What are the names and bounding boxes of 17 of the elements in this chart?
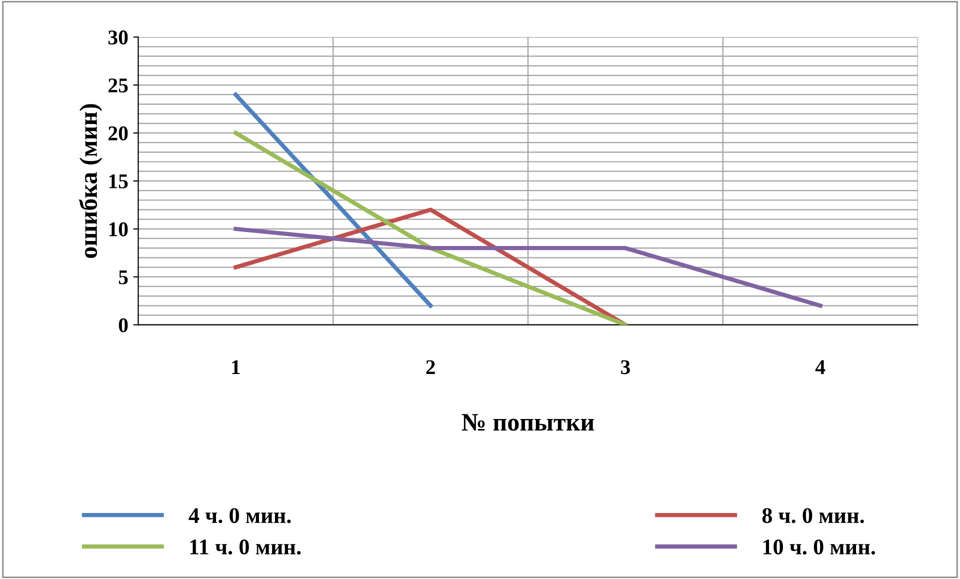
y-axis-title: ошибка (мин) bbox=[78, 104, 102, 258]
x-tick-label: 2 bbox=[426, 360, 435, 374]
x-tick-label: 4 bbox=[815, 360, 826, 374]
y-tick-label: 20 bbox=[108, 126, 128, 140]
legend-label: 8 ч. 0 мин. bbox=[762, 508, 864, 524]
x-axis-title: № попытки bbox=[462, 414, 594, 431]
y-tick-label: 15 bbox=[109, 174, 128, 188]
y-tick-label: 30 bbox=[108, 30, 128, 44]
legend-label: 4 ч. 0 мин. bbox=[188, 508, 291, 524]
x-tick-label: 3 bbox=[621, 360, 630, 374]
legend-label: 11 ч. 0 мин. bbox=[190, 539, 301, 555]
y-tick-label: 10 bbox=[109, 222, 128, 236]
x-tick-label: 1 bbox=[232, 360, 240, 374]
y-tick-label: 0 bbox=[118, 318, 128, 332]
y-tick-label: 5 bbox=[118, 270, 128, 284]
y-tick-label: 25 bbox=[108, 78, 128, 92]
legend-label: 10 ч. 0 мин. bbox=[763, 539, 876, 555]
